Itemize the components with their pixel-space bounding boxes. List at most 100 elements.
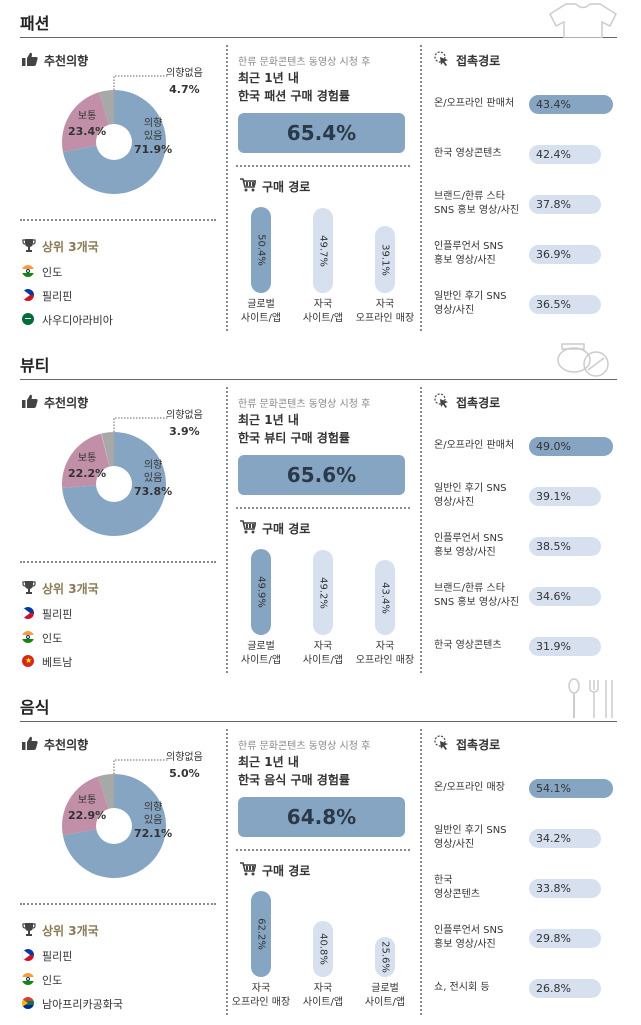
- purchase-path-bar: 49.2%: [313, 550, 333, 635]
- thumbs-up-icon: [22, 394, 38, 411]
- section-divider: [20, 379, 617, 380]
- neutral-text: 보통: [77, 111, 97, 122]
- purchase-path-header: 구매 경로: [240, 178, 310, 195]
- channel-label: 일반인 후기 SNS 영상/사진: [434, 824, 507, 852]
- yes-text-2: 있음: [143, 131, 163, 142]
- section-divider: [20, 37, 617, 38]
- yes-text-1: 의향: [143, 802, 163, 813]
- channel-header: 접촉경로: [434, 735, 500, 754]
- bar-label-line1: 자국: [375, 299, 395, 310]
- yes-label: 의향 있음 72.1%: [134, 801, 172, 840]
- country-name: 남아프리카공화국: [42, 998, 123, 1011]
- country-name: 인도: [42, 266, 63, 279]
- bar-label-line1: 글로벌: [371, 983, 399, 994]
- channel-bar: 33.8%: [529, 879, 601, 898]
- no-intent-label: 의향없음 3.9%: [166, 409, 203, 438]
- bar-label-line1: 자국: [251, 983, 271, 994]
- top3-title: 상위 3개국: [42, 582, 99, 596]
- channel-bar-value: 39.1%: [536, 490, 571, 503]
- neutral-label: 보통 23.4%: [68, 110, 106, 138]
- purchase-path-bar-value: 40.8%: [317, 932, 329, 965]
- purchase-path-bar: 49.9%: [251, 549, 271, 635]
- no-intent-text: 의향없음: [166, 752, 203, 763]
- bar-label-line1: 글로벌: [247, 641, 275, 652]
- recommend-pie-chart: [62, 432, 166, 536]
- channel-bar: 38.5%: [529, 537, 601, 556]
- bar-label-line2: 사이트/앱: [302, 655, 344, 666]
- bar-label-line1: 자국: [313, 641, 333, 652]
- rate-title-line1: 최근 1년 내: [238, 71, 299, 85]
- purchase-rate-value: 65.6%: [238, 455, 405, 495]
- no-intent-leader-line: [113, 417, 168, 432]
- channel-label: 한국 영상콘텐츠: [434, 639, 502, 653]
- channel-bar: 37.8%: [529, 195, 601, 214]
- country-item: ★ 베트남: [22, 654, 72, 670]
- channel-bar-value: 43.4%: [536, 98, 571, 111]
- rate-caption: 한류 문화콘텐츠 동영상 시청 후: [238, 57, 371, 68]
- column-separator: [420, 729, 422, 1015]
- column-separator: [226, 387, 228, 673]
- channel-label-line1: 온/오프라인 매장: [434, 782, 505, 793]
- purchase-path-bar: 50.4%: [251, 207, 271, 293]
- trophy-icon: [22, 580, 36, 597]
- channel-bar: 31.9%: [529, 637, 601, 656]
- channel-bar-value: 33.8%: [536, 882, 571, 895]
- purchase-path-bar: 25.6%: [375, 937, 395, 977]
- channel-label: 한국 영상콘텐츠: [434, 874, 480, 902]
- country-name: 필리핀: [42, 608, 73, 621]
- channel-bar-value: 42.4%: [536, 148, 571, 161]
- channel-label-line1: 인플루언서 SNS: [434, 925, 504, 936]
- channel-label-line1: 일반인 후기 SNS: [434, 291, 507, 302]
- section-decoration-icon: [556, 342, 612, 382]
- cursor-click-icon: [434, 51, 450, 70]
- channel-title: 접촉경로: [456, 738, 501, 752]
- bar-label-line2: 오프라인 매장: [355, 313, 415, 324]
- channel-bar-fill: [529, 779, 613, 798]
- recommend-pie-chart: [62, 774, 166, 878]
- purchase-rate-value: 65.4%: [238, 113, 405, 153]
- section-title: 음식: [20, 698, 50, 717]
- channel-label-line1: 일반인 후기 SNS: [434, 483, 507, 494]
- channel-bar: 43.4%: [529, 95, 613, 114]
- section-title: 패션: [20, 14, 50, 33]
- channel-bar-value: 26.8%: [536, 982, 571, 995]
- no-intent-value: 4.7%: [169, 83, 200, 96]
- purchase-path-bar-label: 자국 오프라인 매장: [352, 640, 418, 668]
- pie-center-hole: [96, 124, 132, 160]
- country-item: 필리핀: [22, 288, 72, 304]
- channel-bar: 34.2%: [529, 829, 601, 848]
- bar-label-line2: 사이트/앱: [240, 313, 282, 324]
- channel-bar: 29.8%: [529, 929, 601, 948]
- channel-label-line2: SNS 홍보 영상/사진: [434, 597, 520, 608]
- yes-text-1: 의향: [143, 460, 163, 471]
- rate-caption: 한류 문화콘텐츠 동영상 시청 후: [238, 741, 371, 752]
- channel-bar: 34.6%: [529, 587, 601, 606]
- bar-label-line1: 자국: [375, 641, 395, 652]
- channel-bar: 42.4%: [529, 145, 601, 164]
- country-item: 필리핀: [22, 606, 72, 622]
- channel-label-line1: 인플루언서 SNS: [434, 241, 504, 252]
- top3-header: 상위 3개국: [22, 922, 99, 939]
- cart-icon: [240, 520, 257, 537]
- channel-label-line2: 영상/사진: [434, 839, 475, 850]
- column-separator: [226, 45, 228, 331]
- no-intent-leader-line: [113, 75, 168, 90]
- bar-label-line1: 자국: [313, 299, 333, 310]
- yes-label: 의향 있음 71.9%: [134, 117, 172, 156]
- neutral-value: 22.2%: [68, 467, 107, 480]
- channel-bar-value: 31.9%: [536, 640, 571, 653]
- channel-bar-value: 29.8%: [536, 932, 571, 945]
- purchase-path-bar: 43.4%: [375, 560, 395, 635]
- channel-title: 접촉경로: [456, 396, 501, 410]
- purchase-path-bar: 40.8%: [313, 920, 333, 977]
- channel-label: 온/오프라인 판매처: [434, 97, 514, 111]
- channel-label-line1: 일반인 후기 SNS: [434, 825, 507, 836]
- channel-label: 일반인 후기 SNS 영상/사진: [434, 290, 507, 318]
- channel-label-line1: 브랜드/한류 스타: [434, 191, 505, 202]
- neutral-value: 23.4%: [68, 125, 107, 138]
- purchase-path-bar-value: 43.4%: [379, 581, 391, 614]
- pie-center-hole: [96, 808, 132, 844]
- bar-label-line2: 오프라인 매장: [231, 997, 291, 1008]
- yes-value: 71.9%: [134, 143, 173, 156]
